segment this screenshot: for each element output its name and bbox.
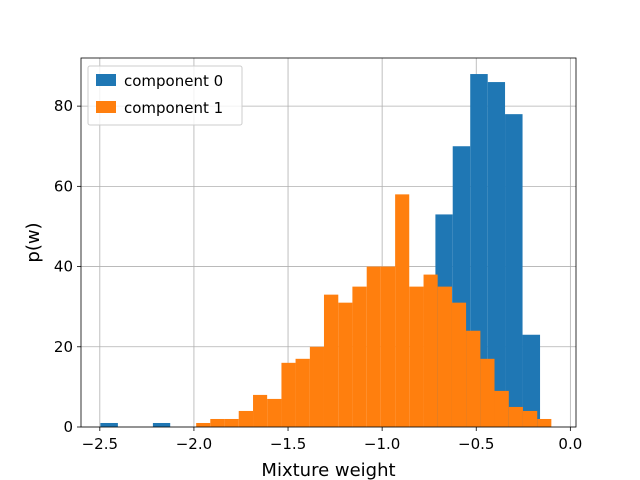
bar-component-1 (309, 346, 324, 427)
bar-component-0 (100, 422, 118, 427)
bar-component-1 (395, 194, 410, 427)
legend-box (87, 65, 243, 126)
x-axis: −2.5 −2.0 −1.5 −1.0 −0.5 0.0 (82, 427, 582, 453)
y-axis: 0 20 40 60 80 (54, 97, 81, 436)
x-tick-label: −0.5 (458, 435, 494, 453)
bar-component-1 (537, 418, 552, 427)
bar-component-1 (323, 294, 339, 427)
x-tick-label: −2.5 (82, 435, 118, 453)
bar-component-1 (196, 422, 211, 427)
x-tick-label: −2.0 (176, 435, 212, 453)
histogram-bars (100, 74, 552, 428)
bar-component-1 (480, 358, 495, 427)
y-tick-label: 80 (54, 97, 73, 115)
bar-component-1 (295, 358, 310, 427)
x-tick-label: −1.5 (270, 435, 306, 453)
x-axis-title: Mixture weight (261, 460, 395, 480)
bar-component-0 (487, 82, 506, 427)
bar-component-1 (409, 286, 424, 427)
y-tick-label: 20 (54, 338, 73, 356)
x-tick-label: 0.0 (558, 435, 582, 453)
bar-component-0 (152, 422, 171, 427)
bar-component-1 (380, 266, 396, 427)
bar-component-1 (466, 330, 481, 427)
y-axis-title: p(w) (23, 222, 44, 262)
bar-component-1 (281, 362, 296, 427)
legend-entry-0: component 0 (124, 72, 223, 90)
legend: component 0 component 1 (87, 65, 243, 126)
bar-component-1 (338, 302, 353, 427)
bar-component-1 (423, 274, 438, 427)
bar-component-0 (522, 334, 541, 427)
bar-component-1 (352, 286, 367, 427)
legend-entry-1: component 1 (124, 99, 223, 117)
bar-component-1 (366, 266, 381, 427)
bar-component-1 (494, 390, 509, 427)
bar-component-1 (253, 394, 268, 427)
legend-swatch-0 (96, 74, 116, 86)
y-tick-label: 0 (63, 418, 73, 436)
bar-component-1 (238, 410, 254, 427)
bar-component-1 (210, 418, 225, 427)
bar-component-1 (437, 286, 452, 427)
bar-component-1 (224, 418, 239, 427)
bar-component-1 (508, 406, 523, 427)
x-tick-label: −1.0 (364, 435, 400, 453)
bar-component-1 (267, 398, 282, 427)
plot-frame (80, 57, 577, 428)
bar-component-0 (505, 114, 523, 428)
bar-component-1 (522, 410, 538, 427)
y-tick-label: 40 (54, 258, 73, 276)
bar-component-1 (451, 302, 467, 427)
y-tick-label: 60 (54, 177, 73, 195)
legend-swatch-1 (96, 101, 116, 113)
